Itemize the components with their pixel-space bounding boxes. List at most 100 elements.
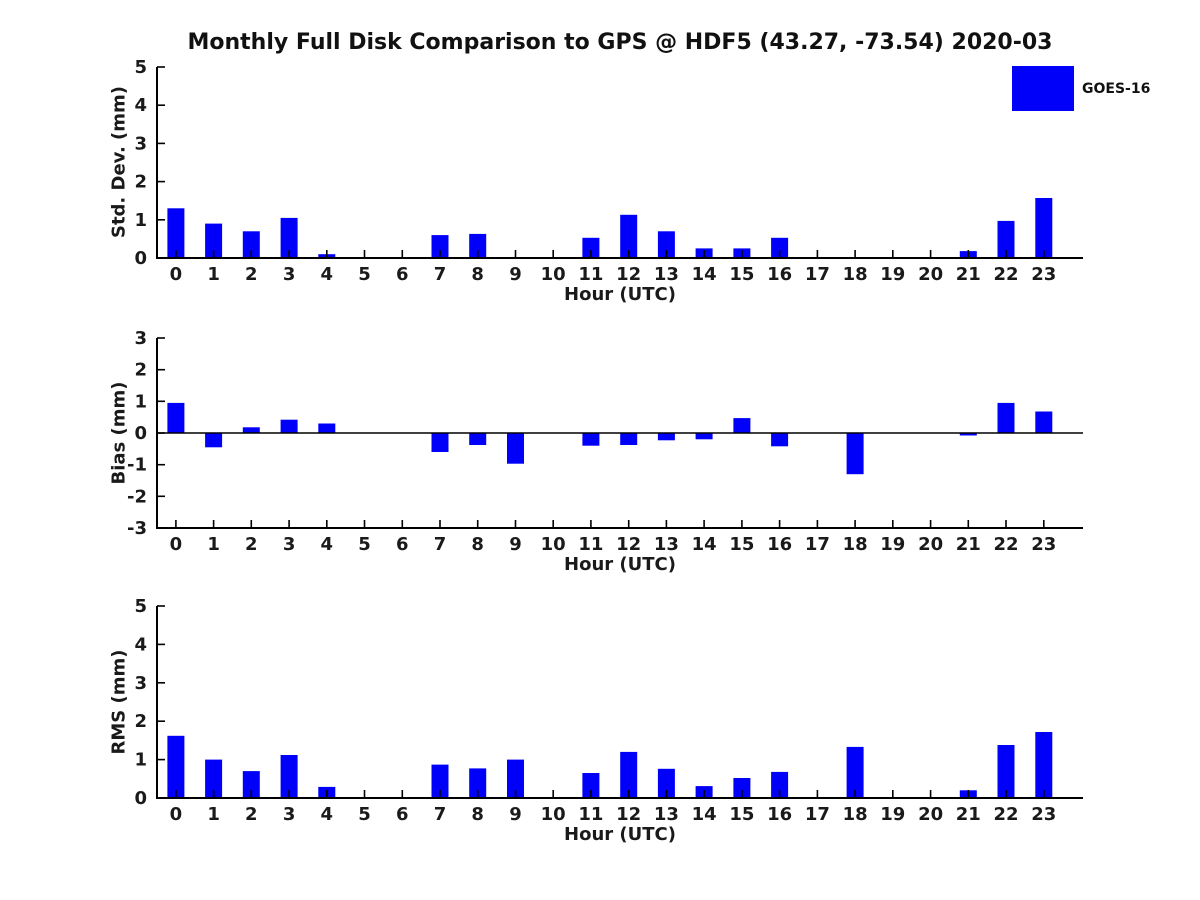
x-tick-label: 6: [396, 534, 409, 555]
bar-hour-11: [582, 433, 600, 446]
bar-hour-16: [771, 771, 789, 798]
bar-hour-22: [997, 220, 1015, 258]
x-tick-label: 5: [358, 804, 371, 825]
x-tick-label: 23: [1031, 804, 1056, 825]
x-tick-label: 15: [729, 264, 754, 285]
x-tick-label: 21: [956, 804, 981, 825]
x-tick-label: 7: [434, 534, 447, 555]
y-tick-label: 5: [134, 596, 147, 617]
x-tick-label: 0: [170, 264, 183, 285]
x-tick-label: 4: [321, 264, 334, 285]
x-tick-label: 18: [843, 264, 868, 285]
x-tick-label: 2: [245, 804, 258, 825]
bar-hour-21: [959, 433, 977, 436]
y-tick-label: 3: [134, 133, 147, 154]
bar-hour-7: [431, 433, 449, 452]
bar-hour-1: [205, 759, 223, 798]
x-tick-label: 3: [283, 264, 296, 285]
bar-hour-8: [469, 768, 487, 798]
y-tick-label: 1: [134, 210, 147, 231]
y-tick-label: 4: [134, 95, 147, 116]
bar-hour-8: [469, 433, 487, 445]
bar-hour-3: [280, 755, 298, 798]
bar-hour-14: [695, 433, 713, 440]
bar-hour-2: [242, 231, 260, 258]
x-tick-label: 20: [918, 264, 943, 285]
std-dev-axis-label: Std. Dev. (mm): [108, 85, 130, 239]
bar-hour-8: [469, 233, 487, 258]
x-tick-label: 8: [471, 804, 484, 825]
y-tick-label: -1: [127, 455, 147, 476]
x-tick-label: 19: [880, 534, 905, 555]
x-tick-label: 9: [509, 264, 522, 285]
x-tick-label: 4: [321, 534, 334, 555]
x-tick-label: 0: [170, 804, 183, 825]
x-tick-label: 13: [654, 264, 679, 285]
y-tick-label: 1: [134, 391, 147, 412]
y-tick-label: 1: [134, 750, 147, 771]
x-tick-label: 14: [692, 804, 717, 825]
bar-hour-15: [733, 778, 751, 798]
x-tick-label: 22: [993, 534, 1018, 555]
x-tick-label: 9: [509, 534, 522, 555]
x-tick-label: 5: [358, 264, 371, 285]
bar-hour-0: [167, 208, 185, 258]
x-tick-label: 23: [1031, 534, 1056, 555]
bias-chart: 0 1 2 3 4 5 6 7 8 9 10 11 12 13 14 15 16 17 18 19 20 21 22 23-3…: [127, 328, 1083, 555]
rms-axis-label: RMS (mm): [108, 649, 130, 755]
x-tick-label: 20: [918, 804, 943, 825]
bar-hour-12: [620, 751, 638, 798]
x-tick-label: 13: [654, 804, 679, 825]
bar-hour-22: [997, 402, 1015, 433]
x-tick-label: 10: [541, 534, 566, 555]
bar-hour-1: [205, 223, 223, 258]
legend-swatch-goes16: [1012, 66, 1074, 111]
bar-hour-0: [167, 735, 185, 798]
rms-chart: 0 1 2 3 4 5 6 7 8 9 10 11 12 13 14 15 16 17 18 19 20 21 22 2301…: [134, 596, 1083, 825]
legend-label: GOES-16: [1082, 80, 1151, 97]
bar-hour-13: [657, 433, 675, 441]
bar-hour-12: [620, 214, 638, 258]
y-tick-label: 3: [134, 673, 147, 694]
x-tick-label: 6: [396, 264, 409, 285]
x-tick-label: 14: [692, 534, 717, 555]
x-tick-label: 14: [692, 264, 717, 285]
y-tick-label: 2: [134, 172, 147, 193]
y-tick-label: 2: [134, 711, 147, 732]
x-tick-label: 11: [578, 804, 603, 825]
bar-hour-16: [771, 237, 789, 258]
x-tick-label: 5: [358, 534, 371, 555]
x-tick-label: 22: [993, 264, 1018, 285]
bar-hour-11: [582, 773, 600, 798]
y-tick-label: 3: [134, 328, 147, 349]
x-tick-label: 1: [207, 804, 220, 825]
x-tick-label: 11: [578, 264, 603, 285]
bar-hour-7: [431, 235, 449, 258]
bar-hour-0: [167, 402, 185, 433]
bar-hour-23: [1035, 732, 1053, 798]
x-tick-label: 16: [767, 804, 792, 825]
y-tick-label: -2: [127, 486, 147, 507]
bar-hour-23: [1035, 198, 1053, 258]
bar-hour-1: [205, 433, 223, 448]
bar-hour-9: [507, 759, 524, 798]
x-tick-label: 7: [434, 264, 447, 285]
bar-hour-13: [657, 231, 675, 258]
bar-hour-18: [846, 746, 864, 798]
x-tick-label: 21: [956, 264, 981, 285]
x-tick-label: 15: [729, 804, 754, 825]
x-tick-label: 12: [616, 264, 641, 285]
x-tick-label: 3: [283, 534, 296, 555]
std-dev-xaxis-label: Hour (UTC): [564, 284, 676, 305]
bar-hour-12: [620, 433, 638, 445]
bias-xaxis-label: Hour (UTC): [564, 554, 676, 575]
x-tick-label: 15: [729, 534, 754, 555]
x-tick-label: 19: [880, 264, 905, 285]
bar-hour-22: [997, 745, 1015, 798]
y-tick-label: 0: [134, 788, 147, 809]
bar-hour-23: [1035, 411, 1053, 433]
x-tick-label: 17: [805, 264, 830, 285]
x-tick-label: 10: [541, 804, 566, 825]
